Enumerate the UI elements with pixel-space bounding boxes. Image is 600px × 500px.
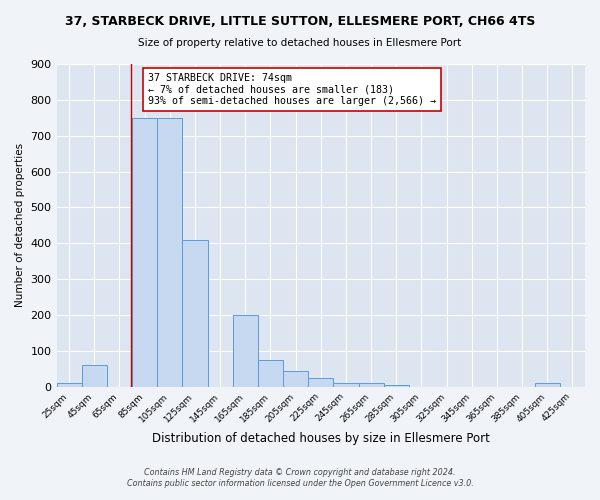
Bar [535, 383, 560, 386]
Bar [56, 383, 82, 386]
Bar [334, 383, 359, 386]
Bar [182, 240, 208, 386]
Bar [157, 118, 182, 386]
Text: Size of property relative to detached houses in Ellesmere Port: Size of property relative to detached ho… [139, 38, 461, 48]
Bar [383, 385, 409, 386]
Bar [258, 360, 283, 386]
Bar [308, 378, 334, 386]
Text: 37, STARBECK DRIVE, LITTLE SUTTON, ELLESMERE PORT, CH66 4TS: 37, STARBECK DRIVE, LITTLE SUTTON, ELLES… [65, 15, 535, 28]
Bar [233, 315, 258, 386]
Y-axis label: Number of detached properties: Number of detached properties [15, 144, 25, 308]
Bar [82, 365, 107, 386]
Bar [132, 118, 157, 386]
Text: Contains HM Land Registry data © Crown copyright and database right 2024.
Contai: Contains HM Land Registry data © Crown c… [127, 468, 473, 487]
Text: 37 STARBECK DRIVE: 74sqm
← 7% of detached houses are smaller (183)
93% of semi-d: 37 STARBECK DRIVE: 74sqm ← 7% of detache… [148, 73, 436, 106]
Bar [283, 370, 308, 386]
X-axis label: Distribution of detached houses by size in Ellesmere Port: Distribution of detached houses by size … [152, 432, 490, 445]
Bar [359, 383, 383, 386]
